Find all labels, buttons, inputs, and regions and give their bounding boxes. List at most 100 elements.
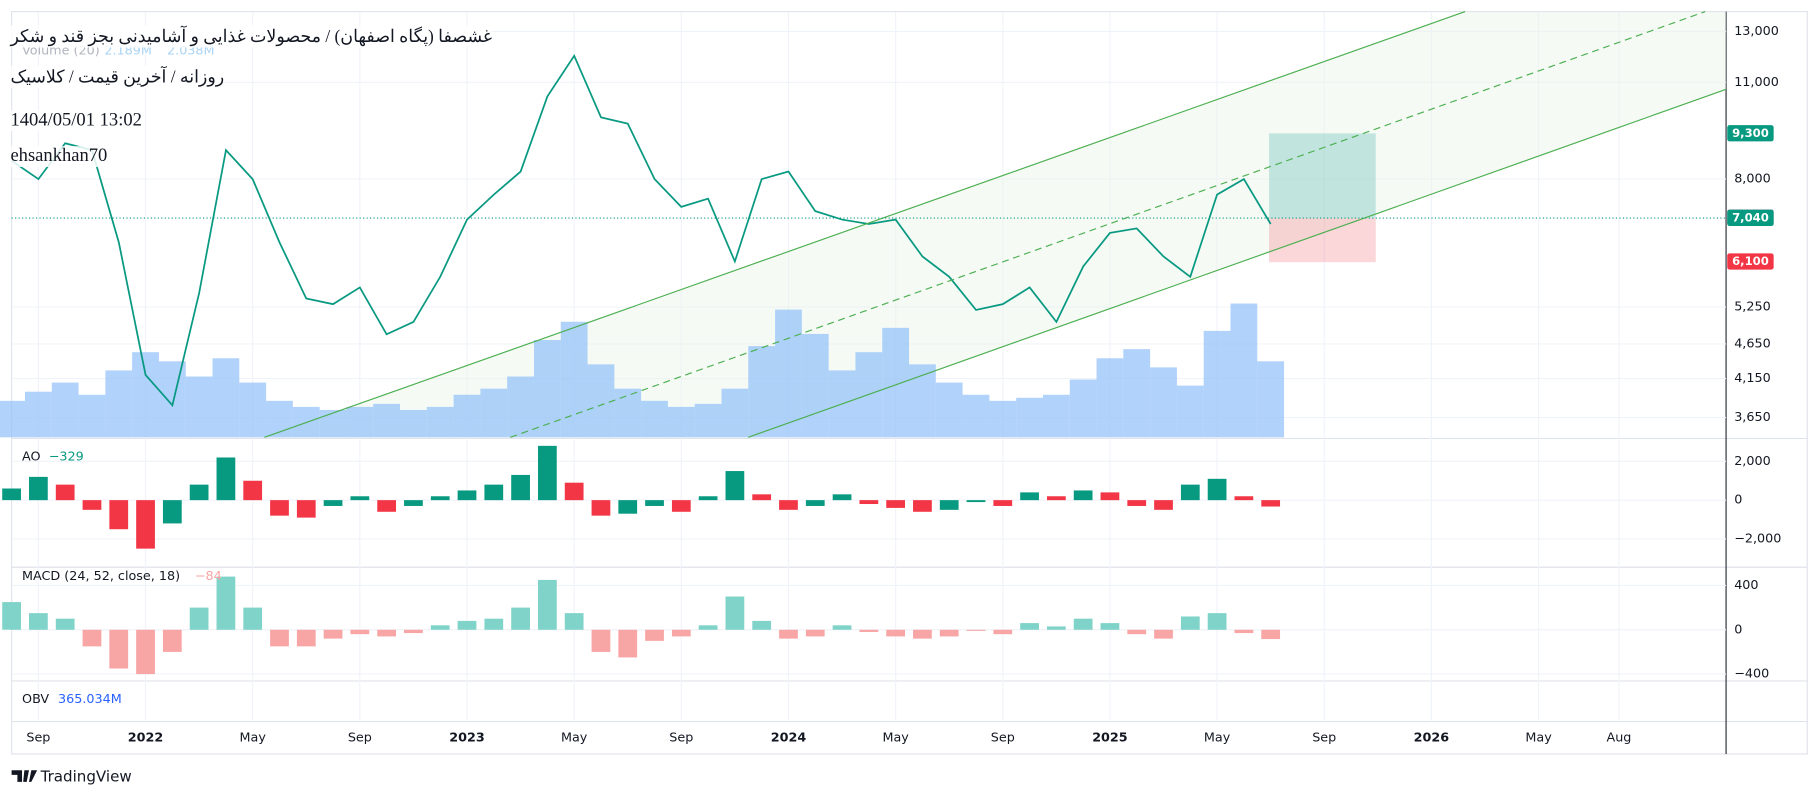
author: ehsankhan70 (10, 146, 108, 168)
histogram-bar (1261, 629, 1281, 640)
histogram-bar (55, 484, 75, 501)
histogram-bar (1073, 490, 1093, 501)
channel-upper (264, 11, 1466, 438)
histogram-bar (404, 629, 423, 634)
brand: TradingView (40, 768, 132, 786)
volume-bar (1016, 397, 1043, 438)
histogram-bar (323, 629, 343, 639)
volume-bar (775, 309, 802, 438)
volume-bar (373, 403, 401, 438)
histogram-bar (645, 629, 664, 641)
grid (11, 11, 1727, 722)
y-tick-label: −400 (1734, 667, 1769, 682)
histogram-bar (377, 500, 397, 512)
histogram-bar (832, 494, 852, 501)
x-tick-label: 2025 (1092, 730, 1128, 745)
histogram-bar (966, 500, 986, 503)
x-tick-label: May (561, 730, 588, 745)
histogram-bar (430, 496, 450, 501)
volume-bar (587, 364, 615, 438)
volume-bar (641, 400, 668, 438)
y-tick-label: 3,650 (1734, 410, 1771, 425)
histogram-bar (270, 629, 289, 647)
histogram-bar (109, 629, 129, 669)
histogram-bar (1234, 629, 1254, 634)
price-badge-label: 6,100 (1732, 254, 1769, 268)
volume-bar (1230, 303, 1258, 438)
x-tick-label: 2024 (771, 730, 807, 745)
histogram-bar (966, 629, 986, 631)
volume-bar (346, 406, 374, 438)
y-tick-label: 11,000 (1734, 75, 1779, 90)
volume-bar (105, 370, 133, 438)
volume-bar (1069, 379, 1097, 438)
y-tick-label: 8,000 (1734, 172, 1771, 187)
price-badge-label: 7,040 (1732, 210, 1769, 224)
histogram-bar (511, 607, 530, 630)
marks (0, 53, 1285, 675)
volume-bar (158, 361, 186, 438)
histogram-bar (725, 471, 745, 501)
volume-bar (694, 403, 722, 438)
x-tick-label: May (1525, 730, 1552, 745)
histogram-bar (1046, 496, 1066, 501)
x-tick-label: Sep (669, 730, 693, 745)
obv-title: OBV (22, 692, 49, 707)
histogram-bar (1127, 629, 1147, 635)
histogram-bar (243, 480, 263, 501)
histogram-bar (243, 607, 263, 630)
volume-bar (560, 321, 588, 438)
histogram-bar (645, 500, 664, 506)
histogram-bar (296, 629, 316, 647)
volume-bar (426, 406, 454, 438)
volume-bar (0, 400, 25, 438)
x-tick-label: May (240, 730, 267, 745)
x-tick-label: Sep (1312, 730, 1336, 745)
histogram-bar (591, 500, 611, 516)
histogram-bar (2, 602, 21, 630)
obv-value: 365.034M (58, 692, 122, 707)
histogram-bar (55, 618, 75, 630)
volume-bar (1203, 330, 1231, 438)
histogram-bar (752, 494, 772, 501)
histogram-bar (1207, 613, 1227, 630)
y-tick-label: 4,650 (1734, 336, 1771, 351)
histogram-bar (725, 596, 745, 630)
volume-bar (1042, 394, 1070, 438)
y-tick-label: 4,150 (1734, 371, 1771, 386)
histogram-bar (270, 500, 289, 516)
histogram-bar (82, 500, 102, 510)
brand-logo (11, 770, 38, 782)
y-tick-label: 13,000 (1734, 24, 1779, 39)
y-tick-label: 5,250 (1734, 300, 1771, 315)
volume-bar (962, 394, 990, 438)
histogram-bar (564, 482, 584, 501)
histogram-bar (29, 613, 48, 630)
x-tick-label: Sep (348, 730, 372, 745)
price-badge (1727, 125, 1774, 142)
histogram-bar (189, 484, 209, 501)
volume-bar (801, 333, 829, 438)
histogram-bar (1073, 618, 1093, 630)
volume-bar (1096, 358, 1124, 438)
histogram-bar (886, 500, 906, 508)
histogram-bar (913, 500, 932, 512)
histogram-bar (296, 500, 316, 518)
volume-bar (1176, 385, 1204, 438)
histogram-bar (1020, 623, 1039, 630)
title: غشصفا (پگاه اصفهان) / محصولات غذایی و آش… (10, 25, 493, 48)
price-badge (1727, 253, 1774, 270)
histogram-bar (1180, 616, 1200, 630)
histogram-bar (993, 629, 1013, 635)
histogram-bar (1180, 484, 1200, 501)
volume-bar (1123, 349, 1151, 438)
histogram-bar (564, 613, 584, 630)
histogram-bar (1261, 500, 1281, 507)
volume-bar (1150, 367, 1177, 438)
macd-value: −84 (195, 569, 222, 584)
histogram-bar (189, 607, 209, 630)
histogram-bar (377, 629, 397, 637)
x-tick-label: 2026 (1414, 730, 1450, 745)
histogram-bar (939, 629, 959, 637)
histogram-bar (1154, 500, 1173, 510)
